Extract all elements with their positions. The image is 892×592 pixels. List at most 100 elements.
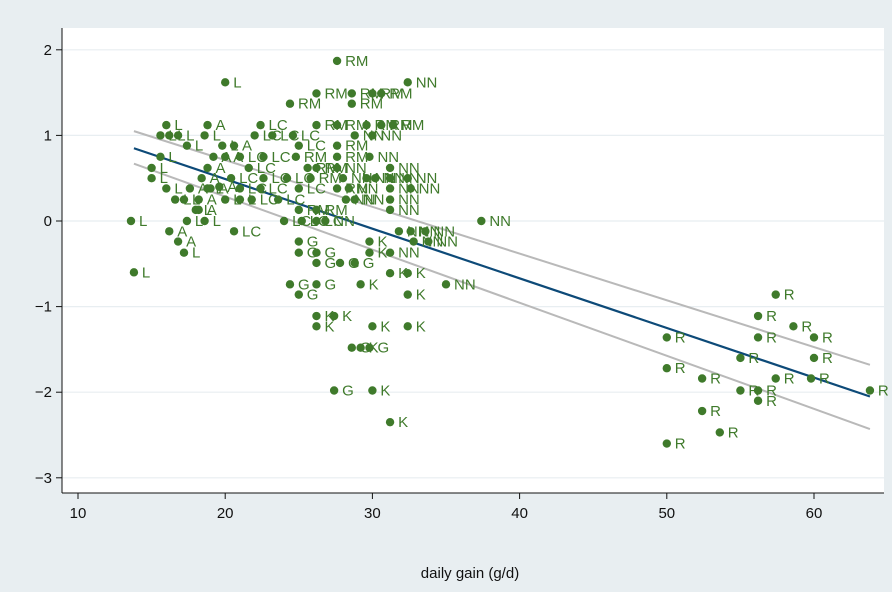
data-point [736,353,745,363]
data-point [235,152,245,161]
data-point [771,290,780,299]
point-label: L [213,127,221,144]
data-point [200,216,209,226]
point-label: R [675,436,686,453]
x-tick-label: 10 [70,505,87,522]
point-label: LC [269,180,288,197]
data-point [215,182,224,191]
point-label: R [822,329,833,346]
data-point [170,195,180,204]
point-label: LC [307,138,326,155]
data-point [221,195,230,204]
point-label: LC [242,223,261,240]
point-label: L [160,170,168,187]
data-point [403,322,412,331]
data-point [312,248,321,257]
data-point [303,163,312,173]
point-label: A [227,179,237,196]
data-points: LLLLLLLLLLLLLLLLLLLLLLLAAAAAAAAAAAAALCLC… [126,53,889,453]
data-point [165,131,174,140]
point-label: RM [324,202,347,219]
data-point [209,152,218,161]
data-point [332,184,342,193]
point-label: L [142,264,150,281]
point-label: G [324,255,336,272]
data-point [662,364,671,373]
point-label: R [675,360,686,377]
point-label: K [416,265,426,282]
data-point [221,152,230,161]
point-label: RM [345,138,368,155]
point-label: RM [345,149,368,166]
data-point [338,174,348,183]
data-point [147,174,156,183]
data-point [229,227,239,236]
point-label: L [192,245,200,262]
data-point [259,152,268,161]
data-point [182,216,192,226]
data-point [347,343,356,352]
data-point [194,205,203,215]
point-label: NN [436,234,458,251]
data-point [294,248,303,257]
data-point [162,184,171,193]
data-point [312,322,321,331]
point-label: RM [304,149,327,166]
data-point [312,205,321,215]
data-point [406,184,415,193]
point-label: RM [380,85,403,102]
plot-area [62,28,884,493]
data-point [403,290,412,299]
data-point [126,216,136,226]
data-point [424,237,433,246]
data-point [179,195,189,204]
data-point [350,195,359,204]
data-point [294,205,303,215]
point-label: R [728,424,739,441]
data-point [697,406,707,416]
data-point [406,227,415,236]
data-point [282,174,292,183]
point-label: NN [416,170,438,187]
data-point [229,141,239,150]
data-point [279,216,289,226]
point-label: LC [260,192,279,209]
point-label: G [324,276,336,293]
data-point [203,163,212,173]
data-point [294,290,303,299]
data-point [235,195,245,204]
data-point [365,152,374,161]
data-point [809,333,819,342]
point-label: NN [363,192,385,209]
point-label: NN [454,276,476,293]
data-point [129,268,139,277]
point-label: RM [345,180,368,197]
data-point [715,428,724,437]
data-point [197,174,206,183]
data-point [256,184,265,193]
data-point [753,396,763,405]
data-point [332,141,342,150]
point-label: RM [360,96,383,113]
data-point [200,131,209,140]
data-point [385,269,395,278]
point-label: NN [357,180,379,197]
data-point [368,386,377,395]
point-label: K [324,318,334,335]
data-point [332,120,342,130]
data-point [147,163,156,173]
point-label: K [398,414,408,431]
point-label: RM [389,117,412,134]
point-label: NN [398,160,420,177]
point-label: R [748,350,759,367]
point-label: NN [354,192,376,209]
point-label: L [195,138,203,155]
point-label: NN [398,245,420,262]
point-label: R [819,371,830,388]
data-point [162,120,171,130]
point-label: R [710,371,721,388]
y-tick-label: 1 [44,127,52,144]
data-point [344,184,354,193]
